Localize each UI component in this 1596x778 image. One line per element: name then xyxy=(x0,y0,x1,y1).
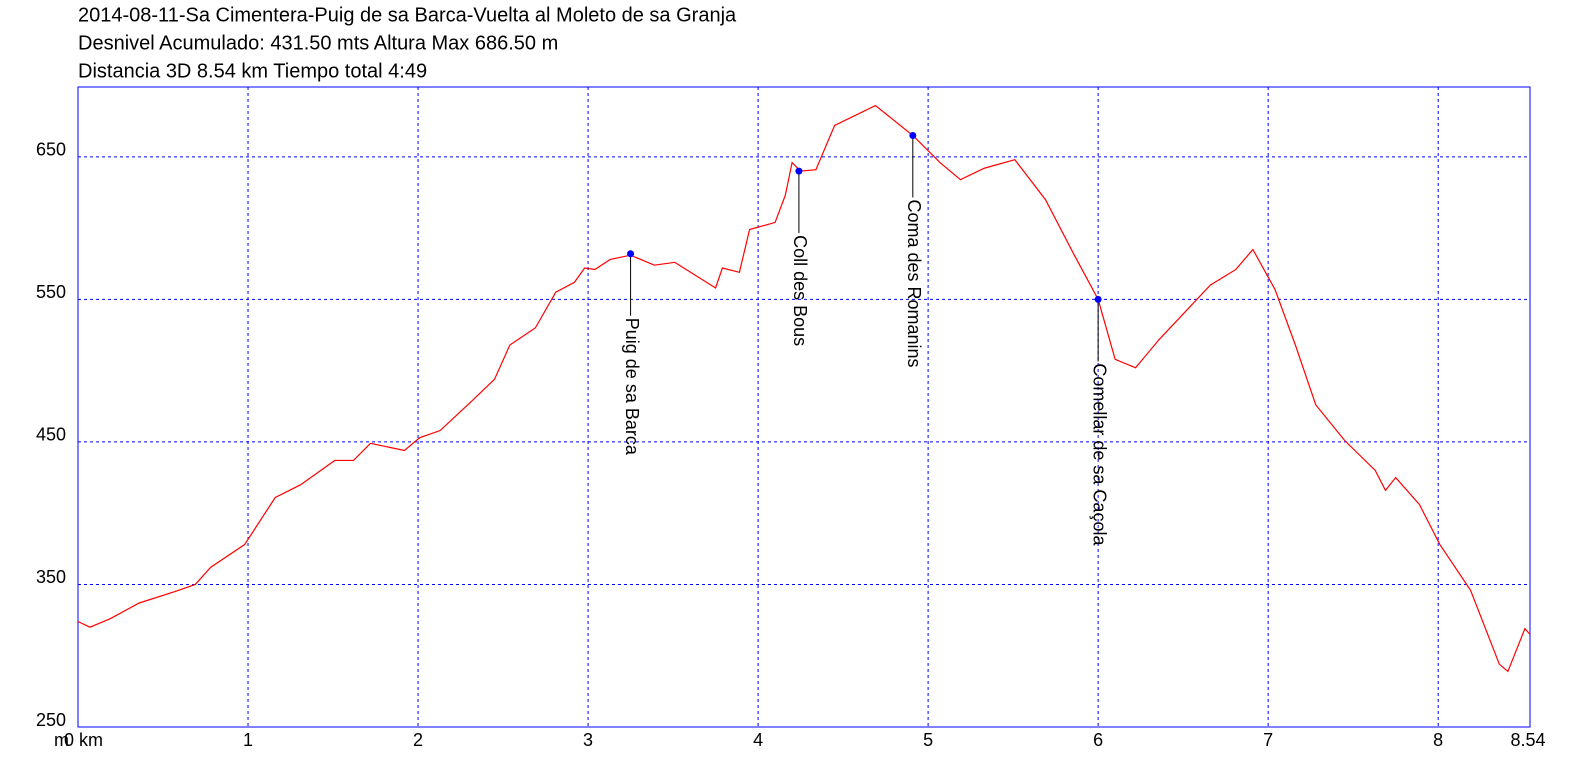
x-tick-label: 3 xyxy=(583,730,593,750)
x-tick-label: 4 xyxy=(753,730,763,750)
title-line: Distancia 3D 8.54 km Tiempo total 4:49 xyxy=(78,60,427,82)
x-tick-label: 1 xyxy=(243,730,253,750)
title-line: Desnivel Acumulado: 431.50 mts Altura Ma… xyxy=(78,32,558,54)
x-tick-label: 6 xyxy=(1093,730,1103,750)
marker-point xyxy=(909,131,917,139)
y-tick-label: 550 xyxy=(36,282,66,302)
title-line: 2014-08-11-Sa Cimentera-Puig de sa Barca… xyxy=(78,4,737,26)
x-tick-label: 5 xyxy=(923,730,933,750)
marker-label: Comellar de sa Caçola xyxy=(1089,363,1109,546)
marker-point xyxy=(1094,295,1102,303)
y-tick-label: 650 xyxy=(36,140,66,160)
marker-point xyxy=(627,250,635,258)
x-tick-label: 0 km xyxy=(64,730,103,750)
plot-frame xyxy=(77,86,1531,728)
x-tick-label: 7 xyxy=(1263,730,1273,750)
y-tick-label: 450 xyxy=(36,425,66,445)
x-tick-label: 2 xyxy=(413,730,423,750)
marker-label: Coll des Bous xyxy=(790,235,810,346)
marker-point xyxy=(795,167,803,175)
y-unit-label: m xyxy=(54,730,69,750)
marker-label: Puig de sa Barca xyxy=(622,318,642,456)
y-tick-label: 350 xyxy=(36,567,66,587)
elevation-line xyxy=(77,104,1531,673)
x-tick-label: 8 xyxy=(1433,730,1443,750)
marker-label: Coma des Romanins xyxy=(904,199,924,367)
y-tick-label: 250 xyxy=(36,710,66,730)
x-tick-label: 8.54 xyxy=(1510,730,1545,750)
